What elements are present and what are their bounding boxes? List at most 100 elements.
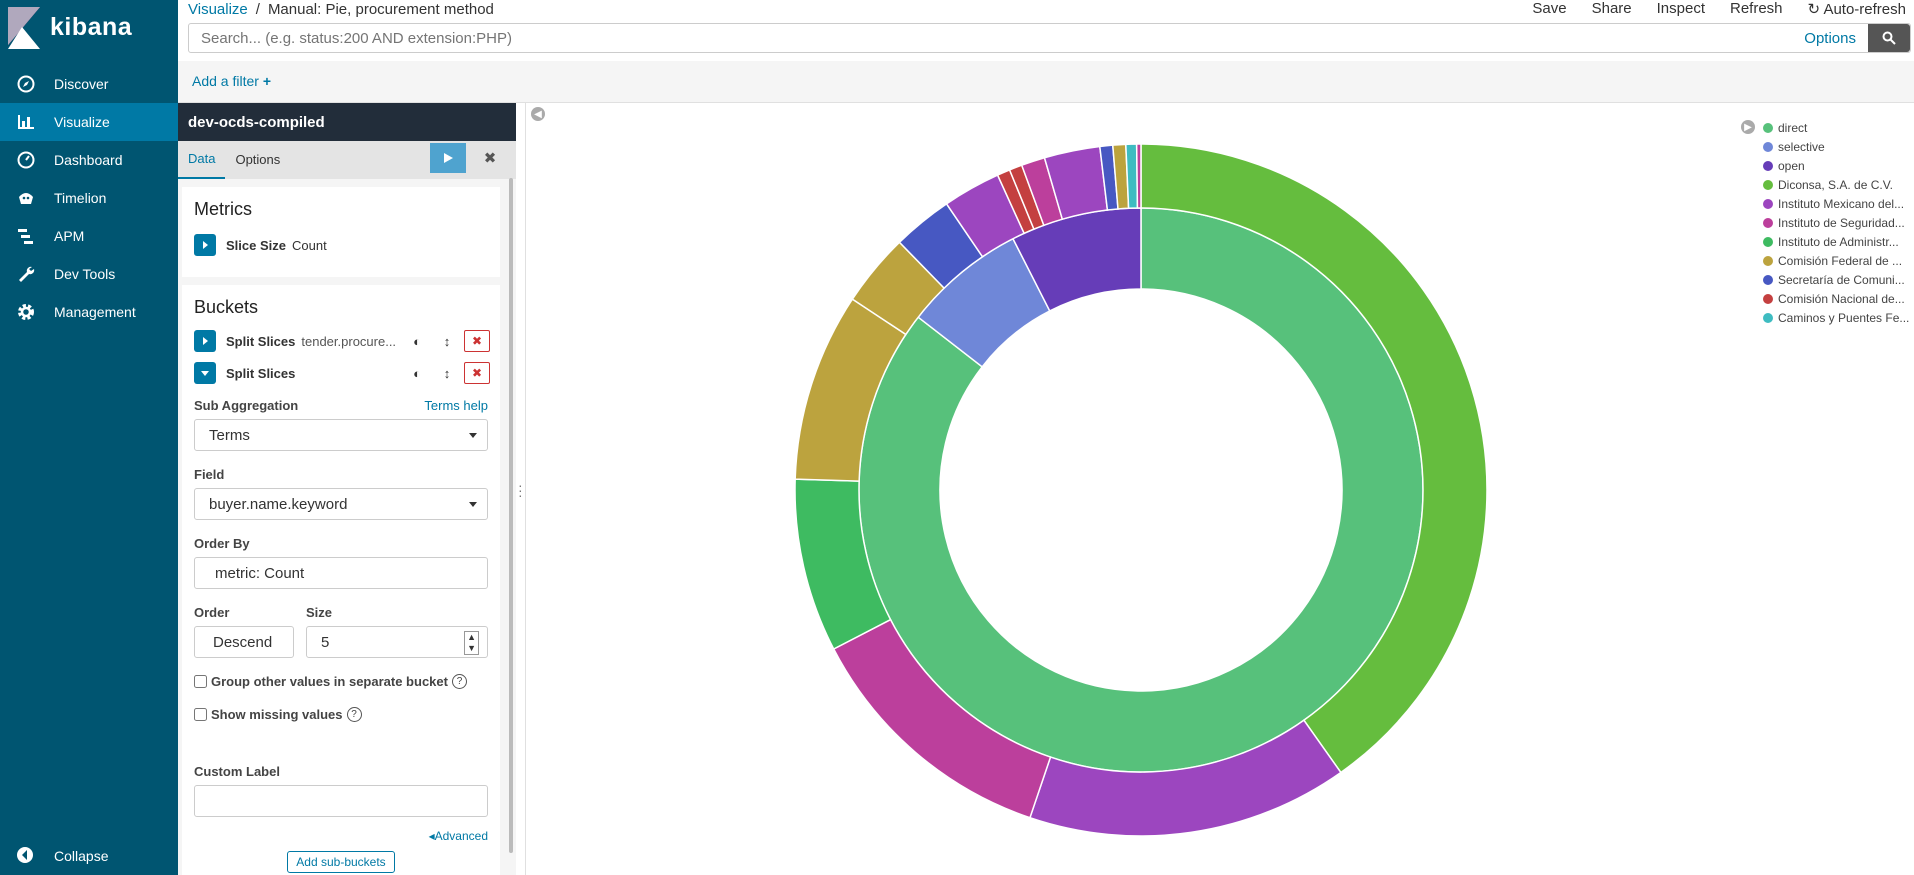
show-missing-checkbox-row[interactable]: Show missing values ? bbox=[194, 707, 488, 722]
nav-label: Dashboard bbox=[54, 152, 123, 168]
chevron-down-icon bbox=[469, 433, 477, 438]
expand-toggle[interactable] bbox=[194, 234, 216, 256]
tab-data[interactable]: Data bbox=[178, 141, 226, 179]
search-button[interactable] bbox=[1868, 24, 1910, 52]
pie-slice-outer[interactable] bbox=[1125, 143, 1139, 210]
legend-swatch bbox=[1763, 141, 1773, 152]
nav-item-visualize[interactable]: Visualize bbox=[0, 103, 178, 141]
editor-tabs: Data Options ✖ bbox=[178, 141, 516, 179]
editor-scrollbar[interactable] bbox=[509, 178, 513, 853]
show-missing-checkbox[interactable] bbox=[194, 708, 207, 721]
legend-item[interactable]: Secretaría de Comuni... bbox=[1763, 270, 1913, 289]
bucket-split-slices-2[interactable]: Split Slices ◐ ↕ ✖ bbox=[194, 362, 490, 384]
query-options-link[interactable]: Options bbox=[1804, 29, 1856, 47]
nav-item-timelion[interactable]: Timelion bbox=[0, 179, 178, 217]
legend-item[interactable]: Instituto Mexicano del... bbox=[1763, 194, 1913, 213]
legend-item[interactable]: Diconsa, S.A. de C.V. bbox=[1763, 175, 1913, 194]
advanced-toggle[interactable]: ◂Advanced bbox=[194, 829, 488, 843]
legend-item[interactable]: Instituto de Administr... bbox=[1763, 232, 1913, 251]
sub-agg-row: Sub Aggregation Terms help bbox=[194, 398, 488, 413]
order-group: Order Descend bbox=[194, 605, 306, 658]
chevron-right-icon bbox=[203, 241, 208, 249]
gear-icon bbox=[16, 302, 36, 322]
help-icon[interactable]: ? bbox=[451, 674, 467, 689]
legend-item[interactable]: Comisión Nacional de... bbox=[1763, 289, 1913, 308]
size-group: Size 5 ▲ ▼ bbox=[306, 605, 488, 658]
legend-item[interactable]: open bbox=[1763, 156, 1913, 175]
refresh-button[interactable]: Refresh bbox=[1730, 0, 1783, 17]
toggle-enabled-icon[interactable]: ◐ bbox=[413, 333, 421, 349]
pie-slice-outer[interactable] bbox=[1140, 143, 1488, 774]
group-other-checkbox[interactable] bbox=[194, 675, 207, 688]
bucket-split-slices-1[interactable]: Split Slices tender.procure... ◐ ↕ ✖ bbox=[194, 330, 490, 352]
query-bar: Options bbox=[188, 23, 1911, 53]
inspect-button[interactable]: Inspect bbox=[1656, 0, 1705, 17]
tab-options[interactable]: Options bbox=[235, 152, 281, 167]
collapse-nav-button[interactable]: Collapse bbox=[0, 837, 178, 875]
chevron-down-icon bbox=[201, 371, 209, 376]
collapse-sidebar-icon[interactable]: ◀ bbox=[531, 107, 545, 121]
field-select[interactable]: buyer.name.keyword bbox=[194, 488, 488, 520]
legend-toggle-icon[interactable]: ▶ bbox=[1741, 120, 1755, 134]
discard-changes-button[interactable]: ✖ bbox=[478, 143, 502, 173]
sub-agg-select[interactable]: Terms bbox=[194, 419, 488, 451]
plus-icon: + bbox=[262, 73, 272, 89]
collapse-toggle[interactable] bbox=[194, 362, 216, 384]
top-actions: Save Share Inspect Refresh ↻ Auto-refres… bbox=[1532, 0, 1914, 18]
remove-bucket-button[interactable]: ✖ bbox=[464, 330, 490, 352]
legend-item[interactable]: Comisión Federal de ... bbox=[1763, 251, 1913, 270]
legend-item[interactable]: Instituto de Seguridad... bbox=[1763, 213, 1913, 232]
size-value: 5 bbox=[321, 633, 330, 651]
custom-label-input[interactable] bbox=[194, 785, 488, 817]
legend-item[interactable]: direct bbox=[1763, 118, 1913, 137]
drag-handle-icon[interactable]: ↕ bbox=[443, 333, 451, 349]
resize-handle-icon[interactable]: · · · bbox=[518, 477, 523, 503]
nav-item-apm[interactable]: APM bbox=[0, 217, 178, 255]
order-by-select[interactable]: metric: Count bbox=[194, 557, 488, 589]
terms-help-link[interactable]: Terms help bbox=[424, 398, 488, 413]
legend-swatch bbox=[1763, 198, 1773, 209]
search-input[interactable] bbox=[189, 24, 1805, 52]
legend-label: Caminos y Puentes Fe... bbox=[1778, 310, 1910, 325]
legend-swatch bbox=[1763, 217, 1773, 228]
legend-item[interactable]: selective bbox=[1763, 137, 1913, 156]
nav-item-discover[interactable]: Discover bbox=[0, 65, 178, 103]
kibana-logo[interactable]: kibana bbox=[0, 0, 178, 55]
metrics-title: Metrics bbox=[194, 199, 252, 219]
add-sub-buckets-row: Add sub-buckets bbox=[194, 851, 488, 873]
share-button[interactable]: Share bbox=[1591, 0, 1632, 17]
remove-bucket-button[interactable]: ✖ bbox=[464, 362, 490, 384]
drag-handle-icon[interactable]: ↕ bbox=[443, 365, 451, 381]
help-icon[interactable]: ? bbox=[346, 707, 362, 722]
compass-icon bbox=[16, 74, 36, 94]
metric-slice-size[interactable]: Slice Size Count bbox=[194, 234, 488, 256]
breadcrumb-separator: / bbox=[255, 0, 260, 18]
nav-item-management[interactable]: Management bbox=[0, 293, 178, 331]
panel-resizer[interactable]: · · · bbox=[516, 103, 526, 875]
legend-swatch bbox=[1763, 179, 1773, 190]
save-button[interactable]: Save bbox=[1532, 0, 1567, 17]
filter-bar: Add a filter + bbox=[178, 61, 1914, 103]
breadcrumb-visualize[interactable]: Visualize bbox=[188, 0, 248, 18]
size-input[interactable]: 5 ▲ ▼ bbox=[306, 626, 488, 658]
add-sub-buckets-button[interactable]: Add sub-buckets bbox=[287, 851, 395, 873]
group-other-label: Group other values in separate bucket bbox=[211, 674, 448, 689]
custom-label-label: Custom Label bbox=[194, 764, 280, 779]
group-other-checkbox-row[interactable]: Group other values in separate bucket ? bbox=[194, 674, 488, 689]
auto-refresh-button[interactable]: ↻ Auto-refresh bbox=[1808, 0, 1906, 18]
size-label: Size bbox=[306, 605, 333, 620]
add-filter-link[interactable]: Add a filter + bbox=[192, 73, 271, 89]
legend-swatch bbox=[1763, 293, 1773, 304]
toggle-enabled-icon[interactable]: ◐ bbox=[413, 365, 421, 381]
apply-changes-button[interactable] bbox=[430, 143, 466, 173]
order-select[interactable]: Descend bbox=[194, 626, 294, 658]
legend-item[interactable]: Caminos y Puentes Fe... bbox=[1763, 308, 1913, 327]
nav-label: Discover bbox=[54, 76, 109, 92]
expand-toggle[interactable] bbox=[194, 330, 216, 352]
nav-item-dev-tools[interactable]: Dev Tools bbox=[0, 255, 178, 293]
pie-slice-outer[interactable] bbox=[1135, 143, 1142, 209]
buckets-title: Buckets bbox=[194, 297, 259, 317]
nav-item-dashboard[interactable]: Dashboard bbox=[0, 141, 178, 179]
stepper-icon[interactable]: ▲ ▼ bbox=[464, 631, 479, 655]
